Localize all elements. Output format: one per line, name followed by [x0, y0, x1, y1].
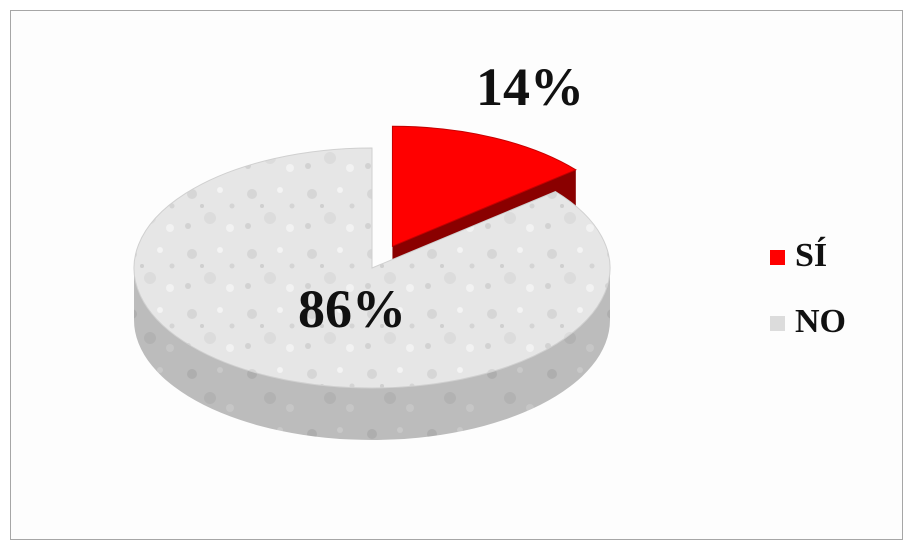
pie-slice-no	[133, 147, 611, 389]
pie-slice-si	[391, 125, 577, 248]
legend-label-no: NO	[795, 303, 846, 340]
legend-label-si: SÍ	[795, 237, 827, 274]
data-label-si: 14%	[476, 57, 584, 117]
legend-swatch-si	[770, 250, 785, 265]
legend: SÍ NO	[770, 237, 846, 340]
data-label-no: 86%	[298, 279, 406, 339]
pie-side-no	[134, 268, 610, 440]
legend-swatch-no	[770, 316, 785, 331]
